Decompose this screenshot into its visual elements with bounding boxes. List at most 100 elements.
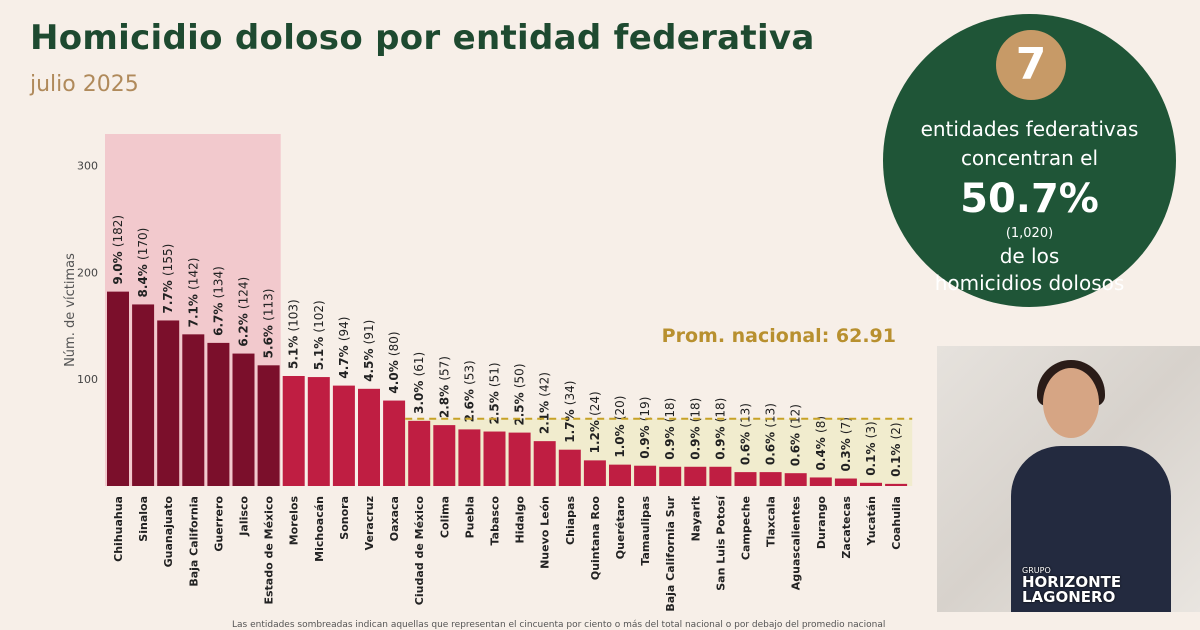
bar-value-label: 0.3% (7) bbox=[839, 417, 853, 471]
bar bbox=[609, 464, 631, 486]
bar bbox=[508, 432, 531, 486]
category-label: Coahuila bbox=[890, 496, 903, 550]
bar bbox=[332, 385, 355, 486]
bar-value-label: 2.8% (57) bbox=[437, 356, 451, 418]
average-label: Prom. nacional: 62.91 bbox=[662, 325, 896, 347]
category-label: Aguascalientes bbox=[790, 496, 803, 591]
bar bbox=[207, 342, 230, 486]
bar bbox=[809, 477, 832, 486]
summary-line-1: entidades federativas bbox=[920, 117, 1139, 141]
bar bbox=[558, 449, 581, 486]
bar bbox=[684, 466, 707, 486]
bar-value-label: 6.7% (134) bbox=[211, 266, 225, 336]
bar bbox=[358, 388, 380, 486]
bar-value-label: 8.4% (170) bbox=[136, 228, 150, 298]
category-label: Baja California Sur bbox=[664, 495, 677, 611]
interpreter-head bbox=[1043, 368, 1099, 438]
category-label: Chiapas bbox=[564, 496, 577, 545]
below-average-band bbox=[405, 418, 913, 486]
category-label: Tlaxcala bbox=[765, 496, 778, 547]
category-label: Guanajuato bbox=[162, 496, 175, 568]
summary-line-3: de los bbox=[999, 244, 1060, 268]
y-axis-label: Núm. de víctimas bbox=[63, 253, 78, 367]
category-label: Campeche bbox=[740, 496, 753, 560]
interpreter-body bbox=[1011, 446, 1171, 612]
summary-circle: 7 entidades federativas concentran el 50… bbox=[883, 14, 1176, 307]
summary-line-4: homicidios dolosos bbox=[934, 271, 1125, 295]
bar bbox=[157, 320, 180, 486]
category-label: San Luis Potosí bbox=[714, 495, 727, 591]
bar-value-label: 1.0% (20) bbox=[613, 396, 627, 458]
bar-value-label: 4.0% (80) bbox=[387, 331, 401, 393]
bar-value-label: 2.1% (42) bbox=[538, 372, 552, 434]
category-label: Querétaro bbox=[614, 496, 627, 560]
category-label: Baja California bbox=[187, 496, 200, 587]
category-label: Nayarit bbox=[689, 496, 702, 541]
sign-language-interpreter-video bbox=[937, 346, 1200, 612]
category-label: Quintana Roo bbox=[589, 496, 602, 581]
footnote: Las entidades sombreadas indican aquella… bbox=[232, 620, 886, 630]
category-label: Tabasco bbox=[489, 496, 502, 546]
bar-value-label: 0.1% (2) bbox=[889, 422, 903, 476]
bar bbox=[885, 483, 908, 486]
y-tick-label: 300 bbox=[77, 160, 98, 173]
bar bbox=[659, 466, 682, 486]
bar-value-label: 0.9% (19) bbox=[638, 397, 652, 459]
bar-value-label: 0.1% (3) bbox=[864, 421, 878, 475]
category-label: Puebla bbox=[463, 496, 476, 538]
category-label: Durango bbox=[815, 496, 828, 550]
bar bbox=[634, 465, 657, 486]
bar bbox=[834, 478, 857, 486]
bar bbox=[282, 375, 305, 486]
bar bbox=[257, 365, 280, 486]
bar bbox=[307, 377, 330, 486]
category-label: Sinaloa bbox=[137, 496, 150, 542]
category-label: Michoacán bbox=[313, 496, 326, 562]
bar bbox=[458, 429, 481, 486]
bar-value-label: 3.0% (61) bbox=[412, 352, 426, 414]
bar bbox=[734, 472, 757, 486]
bar-value-label: 7.7% (155) bbox=[161, 244, 175, 314]
bar-value-label: 5.1% (102) bbox=[312, 300, 326, 370]
category-label: Morelos bbox=[288, 496, 301, 546]
bar-value-label: 2.5% (50) bbox=[513, 363, 527, 425]
bar-value-label: 0.6% (13) bbox=[764, 403, 778, 465]
bar-value-label: 5.1% (103) bbox=[287, 299, 301, 369]
summary-percent: 50.7% bbox=[960, 176, 1099, 222]
bar-value-label: 0.6% (13) bbox=[739, 403, 753, 465]
category-label: Estado de México bbox=[263, 496, 276, 605]
bar-value-label: 1.2% (24) bbox=[588, 391, 602, 453]
bar bbox=[533, 441, 556, 486]
bar bbox=[483, 431, 506, 486]
bar-value-label: 0.9% (18) bbox=[663, 398, 677, 460]
bar-value-label: 0.9% (18) bbox=[688, 398, 702, 460]
category-label: Colima bbox=[438, 496, 451, 538]
summary-count: (1,020) bbox=[1005, 226, 1054, 241]
bar bbox=[383, 400, 406, 486]
category-label: Chihuahua bbox=[112, 496, 125, 562]
summary-line-2: concentran el bbox=[960, 146, 1099, 170]
summary-number-badge: 7 bbox=[996, 30, 1066, 100]
bar-value-label: 0.4% (8) bbox=[814, 416, 828, 470]
bar bbox=[709, 466, 732, 486]
category-label: Oaxaca bbox=[388, 496, 401, 541]
category-label: Hidalgo bbox=[514, 496, 527, 544]
bar-value-label: 2.6% (53) bbox=[462, 360, 476, 422]
page-subtitle: julio 2025 bbox=[30, 72, 139, 97]
bar-value-label: 7.1% (142) bbox=[186, 258, 200, 328]
category-label: Guerrero bbox=[212, 496, 225, 552]
bar bbox=[784, 473, 807, 486]
category-label: Veracruz bbox=[363, 496, 376, 550]
bar bbox=[759, 472, 782, 486]
page-title: Homicidio doloso por entidad federativa bbox=[30, 18, 815, 58]
bar bbox=[408, 420, 431, 486]
category-label: Jalisco bbox=[238, 496, 251, 537]
bar-chart: 100 200 300 Núm. de víctimas 9.0% (182) Chihu… bbox=[63, 134, 913, 612]
bar-value-label: 5.6% (113) bbox=[262, 289, 276, 359]
bar bbox=[583, 460, 606, 486]
category-label: Zacatecas bbox=[840, 496, 853, 559]
bar bbox=[182, 334, 205, 486]
y-tick-label: 200 bbox=[77, 266, 98, 279]
bar-value-label: 6.2% (124) bbox=[237, 277, 251, 347]
category-label: Ciudad de México bbox=[413, 496, 426, 606]
